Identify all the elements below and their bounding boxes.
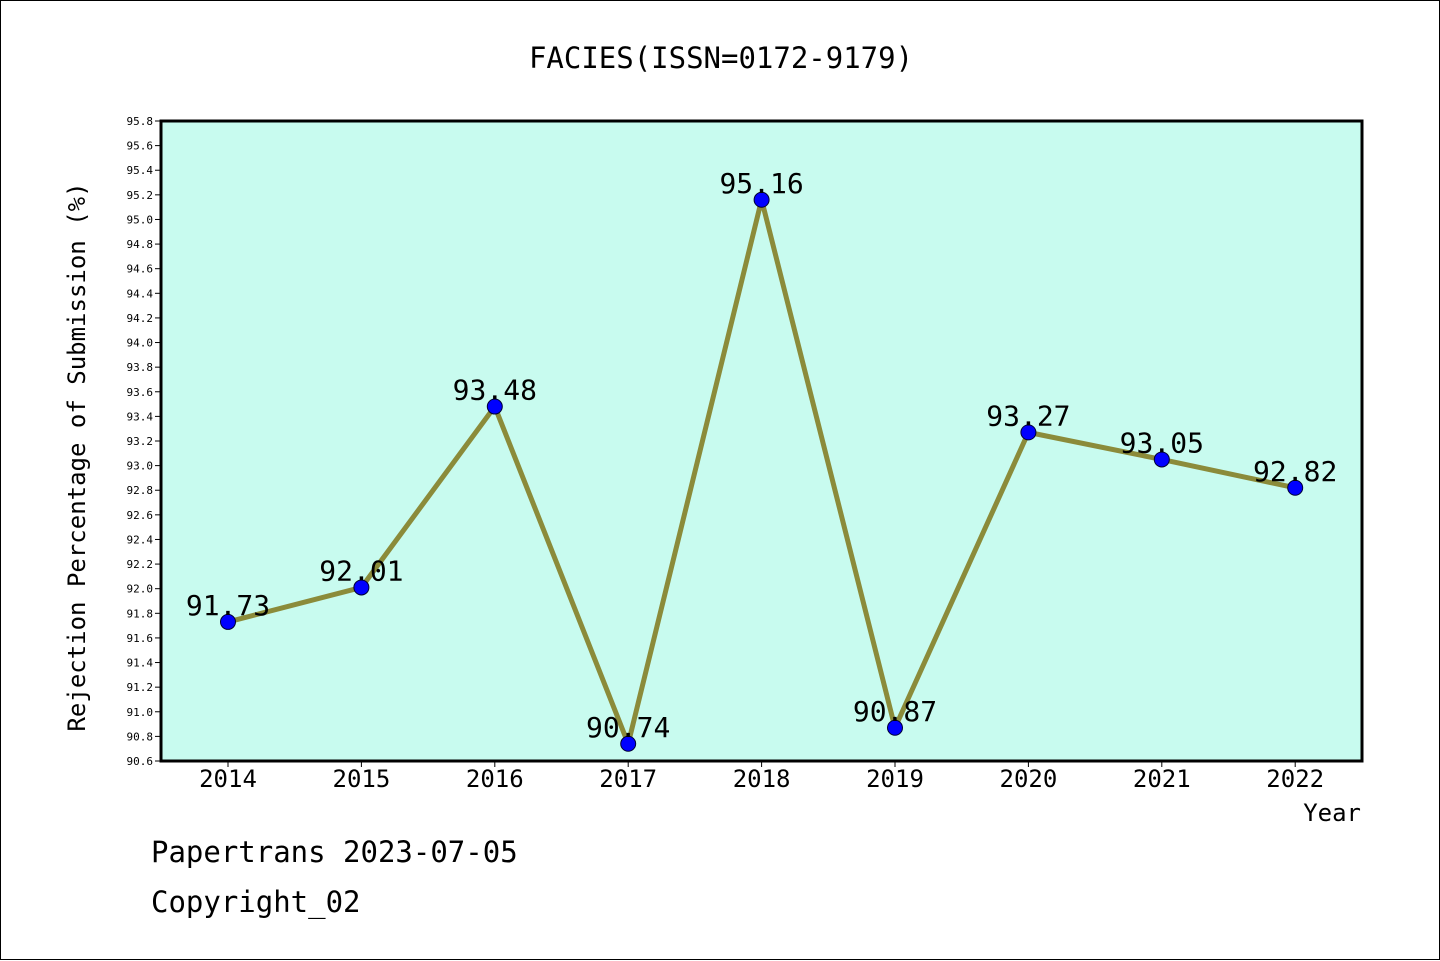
plot-area	[161, 121, 1362, 761]
y-tick-label: 94.2	[127, 312, 154, 325]
data-point-marker	[887, 719, 903, 736]
y-tick-label: 95.4	[127, 164, 154, 177]
footer-copyright-text: Copyright_02	[151, 885, 361, 919]
y-tick-label: 91.8	[127, 607, 154, 620]
y-tick-label: 95.2	[127, 189, 154, 202]
y-tick-label: 92.2	[127, 558, 154, 571]
y-tick-label: 94.6	[127, 263, 154, 276]
data-label: 93.27	[986, 399, 1070, 432]
data-label: 90.87	[853, 695, 937, 728]
y-tick-label: 94.8	[127, 238, 154, 251]
x-tick-label: 2022	[1266, 765, 1324, 793]
data-point-marker	[486, 398, 503, 415]
x-axis-ticks: 2014 2015 2016 2017 2018 2019 2020 2021 2022	[199, 761, 1324, 793]
x-tick-label: 2019	[866, 765, 924, 793]
chart-title: FACIES(ISSN=0172-9179)	[529, 41, 913, 75]
y-tick-label: 91.6	[127, 632, 154, 645]
x-tick-label: 2016	[466, 765, 524, 793]
y-tick-label: 93.8	[127, 361, 154, 374]
y-tick-label: 95.0	[127, 213, 154, 226]
data-point-marker	[753, 191, 770, 208]
data-label: 92.82	[1253, 455, 1337, 488]
y-tick-label: 93.0	[127, 460, 154, 473]
plot-border	[159, 119, 1364, 763]
x-tick-label: 2017	[599, 765, 657, 793]
x-tick-label: 2018	[733, 765, 791, 793]
data-label: 91.73	[186, 589, 270, 622]
data-point-marker	[620, 735, 637, 752]
y-tick-label: 92.4	[127, 533, 154, 546]
data-labels: 91.73 92.01 93.48 90.74 95.16 90.87 93.27 93.05…	[186, 167, 1337, 744]
x-tick-label: 2021	[1133, 765, 1191, 793]
data-label: 92.01	[319, 554, 403, 587]
data-label: 93.48	[453, 374, 537, 407]
y-tick-label: 93.6	[127, 386, 154, 399]
x-tick-label: 2014	[199, 765, 257, 793]
y-tick-label: 95.6	[127, 140, 154, 153]
y-axis-label: Rejection Percentage of Submission (%)	[63, 182, 91, 731]
x-tick-label: 2020	[1000, 765, 1058, 793]
y-tick-label: 94.0	[127, 337, 154, 350]
y-tick-label: 91.2	[127, 681, 154, 694]
y-axis-ticks: 90.6 90.8 91.0 91.2 91.4 91.6 91.8 92.0 92.2 92.4…	[127, 115, 161, 768]
y-tick-label: 92.0	[127, 583, 154, 596]
data-point-marker	[353, 579, 370, 596]
y-tick-label: 94.4	[127, 287, 154, 300]
x-tick-label: 2015	[333, 765, 391, 793]
y-tick-label: 91.0	[127, 706, 154, 719]
y-tick-label: 93.2	[127, 435, 154, 448]
y-tick-label: 90.8	[127, 730, 154, 743]
data-label: 93.05	[1120, 426, 1204, 459]
data-label: 90.74	[586, 711, 670, 744]
data-point-marker	[1020, 424, 1037, 441]
x-axis-label: Year	[1303, 799, 1361, 827]
y-tick-label: 92.6	[127, 509, 154, 522]
y-tick-label: 92.8	[127, 484, 154, 497]
data-markers	[220, 191, 1304, 752]
data-point-marker	[1287, 479, 1304, 496]
y-tick-label: 93.4	[127, 410, 154, 423]
footer-date-text: Papertrans 2023-07-05	[151, 835, 518, 869]
data-point-marker	[1153, 451, 1170, 468]
data-label: 95.16	[719, 167, 803, 200]
y-tick-label: 90.6	[127, 755, 154, 768]
data-point-marker	[220, 613, 236, 630]
y-tick-label: 91.4	[127, 657, 154, 670]
y-tick-label: 95.8	[127, 115, 154, 128]
